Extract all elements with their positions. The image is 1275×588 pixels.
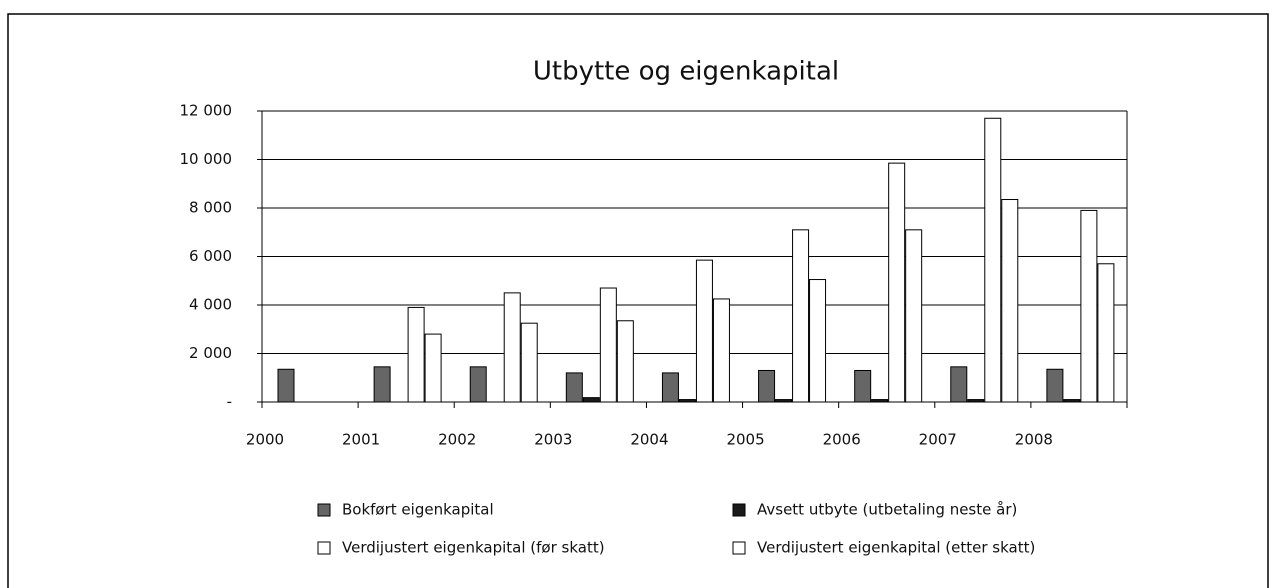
legend-label: Avsett utbyte (utbetaling neste år)	[757, 501, 1017, 519]
legend-label: Verdijustert eigenkapital (før skatt)	[342, 539, 605, 557]
x-tick-label: 2007	[919, 431, 957, 449]
frame	[7, 13, 1269, 588]
bar	[950, 366, 968, 403]
bar	[277, 368, 295, 403]
bar	[712, 298, 730, 403]
bar	[792, 229, 810, 403]
bar	[424, 333, 442, 403]
y-tick-label: 10 000	[180, 150, 233, 168]
bar	[967, 399, 985, 403]
bar	[599, 287, 617, 403]
bar	[407, 306, 425, 403]
legend-label: Bokført eigenkapital	[342, 501, 494, 519]
bar	[616, 320, 634, 403]
bar	[1063, 399, 1081, 403]
y-tick-label: 12 000	[180, 102, 233, 120]
x-tick-label: 2001	[342, 431, 380, 449]
bar	[661, 372, 679, 403]
bar	[520, 322, 538, 403]
legend-swatch	[732, 541, 746, 555]
bar	[854, 369, 872, 403]
legend-label: Verdijustert eigenkapital (etter skatt)	[757, 539, 1035, 557]
y-tick-label: -	[227, 393, 232, 411]
bar	[678, 399, 696, 403]
legend-swatch	[317, 541, 331, 555]
x-tick-label: 2006	[823, 431, 861, 449]
bar	[695, 259, 713, 403]
bar	[373, 366, 391, 403]
y-tick-label: 6 000	[189, 247, 232, 265]
chart-title: Utbytte og eigenkapital	[533, 57, 839, 87]
x-tick-label: 2002	[438, 431, 476, 449]
bar	[565, 372, 583, 403]
bar	[1080, 209, 1098, 403]
legend-swatch	[317, 503, 331, 517]
bar	[469, 366, 487, 403]
y-tick-label: 4 000	[189, 296, 232, 314]
y-tick-label: 8 000	[189, 199, 232, 217]
x-tick-label: 2000	[246, 431, 284, 449]
bar	[758, 369, 776, 403]
bar	[503, 292, 521, 403]
bar	[871, 399, 889, 403]
y-tick-label: 2 000	[189, 344, 232, 362]
bar	[775, 399, 793, 403]
bar	[1001, 199, 1019, 403]
bar	[905, 229, 923, 403]
x-tick-label: 2003	[534, 431, 572, 449]
x-tick-label: 2005	[726, 431, 764, 449]
legend-swatch	[732, 503, 746, 517]
bar	[809, 279, 827, 403]
bar	[582, 397, 600, 403]
x-tick-label: 2008	[1015, 431, 1053, 449]
bar	[984, 117, 1002, 403]
bar	[888, 162, 906, 403]
x-tick-label: 2004	[630, 431, 668, 449]
bar	[1097, 263, 1115, 403]
bar	[1046, 368, 1064, 403]
